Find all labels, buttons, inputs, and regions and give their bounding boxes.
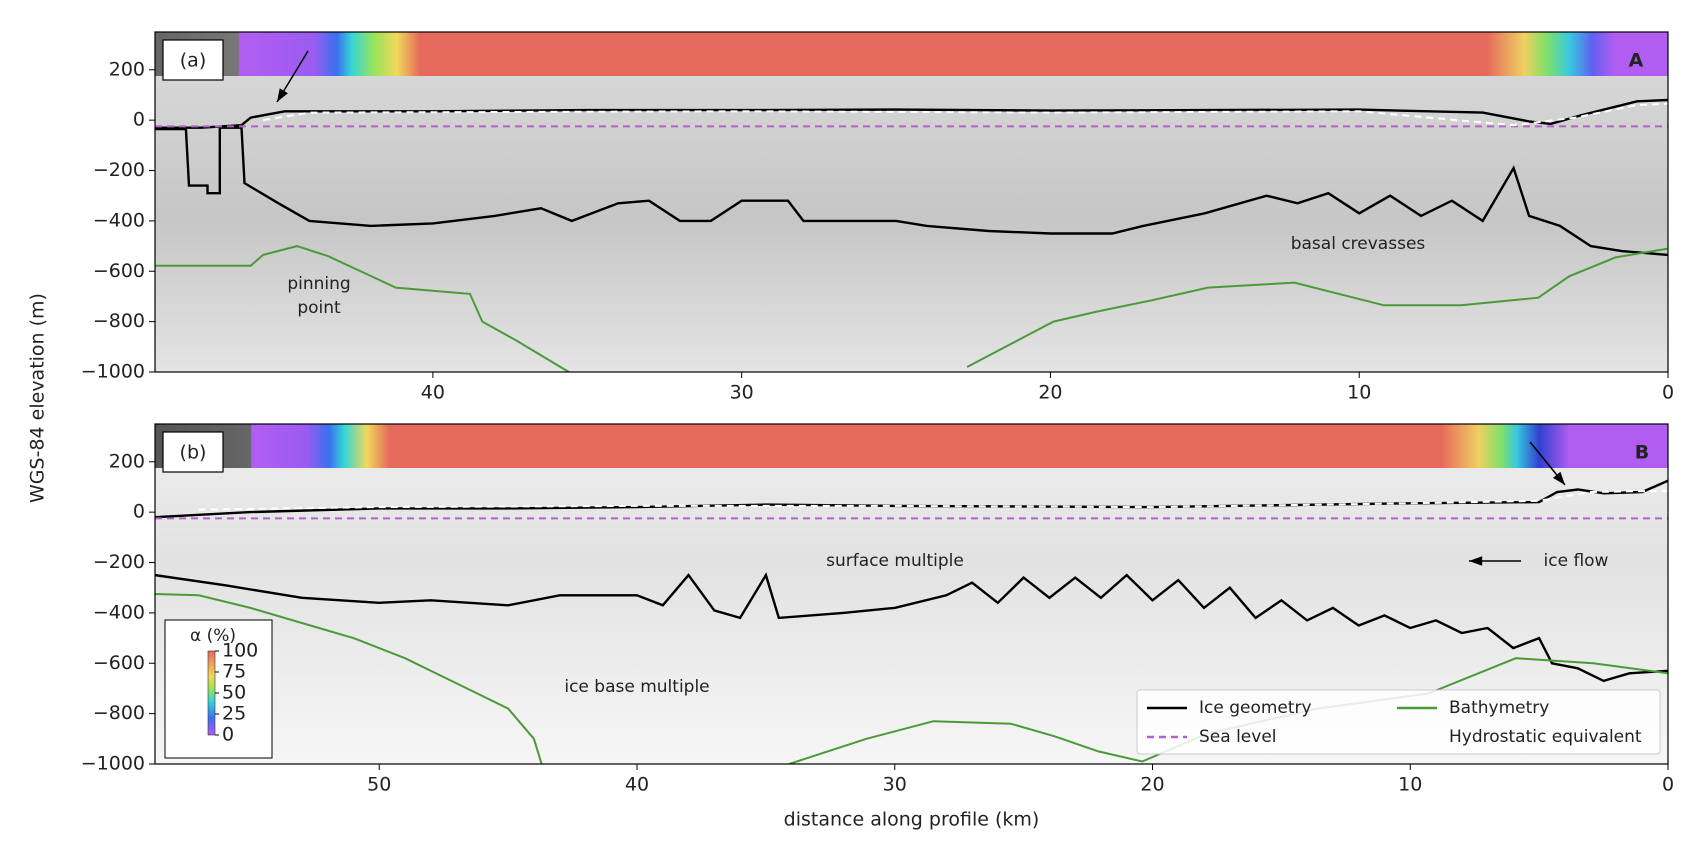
- ice-flow-arrow-head: [1469, 556, 1483, 566]
- y-tick-label: 0: [133, 109, 145, 131]
- x-tick-label: 0: [1662, 382, 1674, 404]
- legend-box: [1136, 689, 1661, 755]
- x-tick-label: 30: [730, 382, 754, 404]
- legend-label: Sea level: [1199, 727, 1277, 747]
- panel-label-box: [162, 39, 224, 81]
- x-tick-label: 10: [1347, 382, 1371, 404]
- plot-lines: [155, 479, 1668, 764]
- y-tick-label: −800: [93, 702, 145, 724]
- plot-frame: [154, 31, 1669, 373]
- annotation: ice flow: [1544, 551, 1609, 571]
- colorbar-tick-label: 100: [222, 640, 258, 662]
- colorbar: [207, 650, 216, 736]
- y-tick-label: 200: [109, 58, 145, 80]
- x-tick-label: 0: [1662, 774, 1674, 796]
- panel-label: (a): [180, 50, 206, 72]
- series-line: [155, 98, 1668, 257]
- annotation: surface multiple: [826, 551, 964, 571]
- legend-label: Bathymetry: [1449, 698, 1549, 718]
- legend-label: Hydrostatic equivalent: [1449, 727, 1642, 747]
- x-tick-label: 20: [1140, 774, 1164, 796]
- colorbar-tick-label: 75: [222, 661, 246, 683]
- x-tick-label: 20: [1038, 382, 1062, 404]
- y-tick-label: −200: [93, 159, 145, 181]
- plot-lines: [155, 98, 1668, 372]
- y-tick-label: −600: [93, 652, 145, 674]
- y-tick-label: −400: [93, 209, 145, 231]
- series-line: [155, 593, 1668, 764]
- colorbar-label: α (%): [190, 626, 236, 646]
- annotation: ice base multiple: [564, 677, 709, 697]
- radargram: [155, 32, 1668, 372]
- y-tick-label: 0: [133, 501, 145, 523]
- legend-label: Ice geometry: [1199, 698, 1312, 718]
- series-line: [155, 245, 1668, 372]
- y-tick-label: −1000: [81, 361, 145, 383]
- y-tick-label: −200: [93, 551, 145, 573]
- series-line: [198, 489, 1668, 511]
- y-tick-label: −1000: [81, 753, 145, 775]
- x-axis-label: distance along profile (km): [784, 809, 1040, 831]
- series-line: [262, 102, 1668, 127]
- x-tick-label: 10: [1398, 774, 1422, 796]
- plot-frame: [154, 423, 1669, 765]
- arrow-head: [277, 88, 288, 102]
- y-axis-label: WGS-84 elevation (m): [27, 293, 49, 503]
- panel-label-box: [162, 431, 224, 473]
- annotation: point: [297, 298, 341, 318]
- annotation: basal crevasses: [1291, 234, 1426, 254]
- y-tick-label: 200: [109, 450, 145, 472]
- y-tick-label: −800: [93, 310, 145, 332]
- alpha-strip: [155, 424, 1668, 468]
- x-tick-label: 40: [421, 382, 445, 404]
- y-tick-label: −600: [93, 260, 145, 282]
- panel-label: (b): [180, 442, 207, 464]
- colorbar-tick-label: 25: [222, 703, 246, 725]
- annotation: pinning: [287, 274, 350, 294]
- y-tick-label: −400: [93, 601, 145, 623]
- x-tick-label: 40: [625, 774, 649, 796]
- colorbar-tick-label: 50: [222, 682, 246, 704]
- x-tick-label: 30: [883, 774, 907, 796]
- colorbar-box: [164, 619, 273, 759]
- profile-label: A: [1629, 50, 1644, 72]
- colorbar-tick-label: 0: [222, 724, 234, 746]
- x-tick-label: 50: [367, 774, 391, 796]
- profile-label: B: [1635, 442, 1649, 464]
- alpha-strip: [155, 32, 1668, 76]
- arrow-head: [1552, 471, 1565, 485]
